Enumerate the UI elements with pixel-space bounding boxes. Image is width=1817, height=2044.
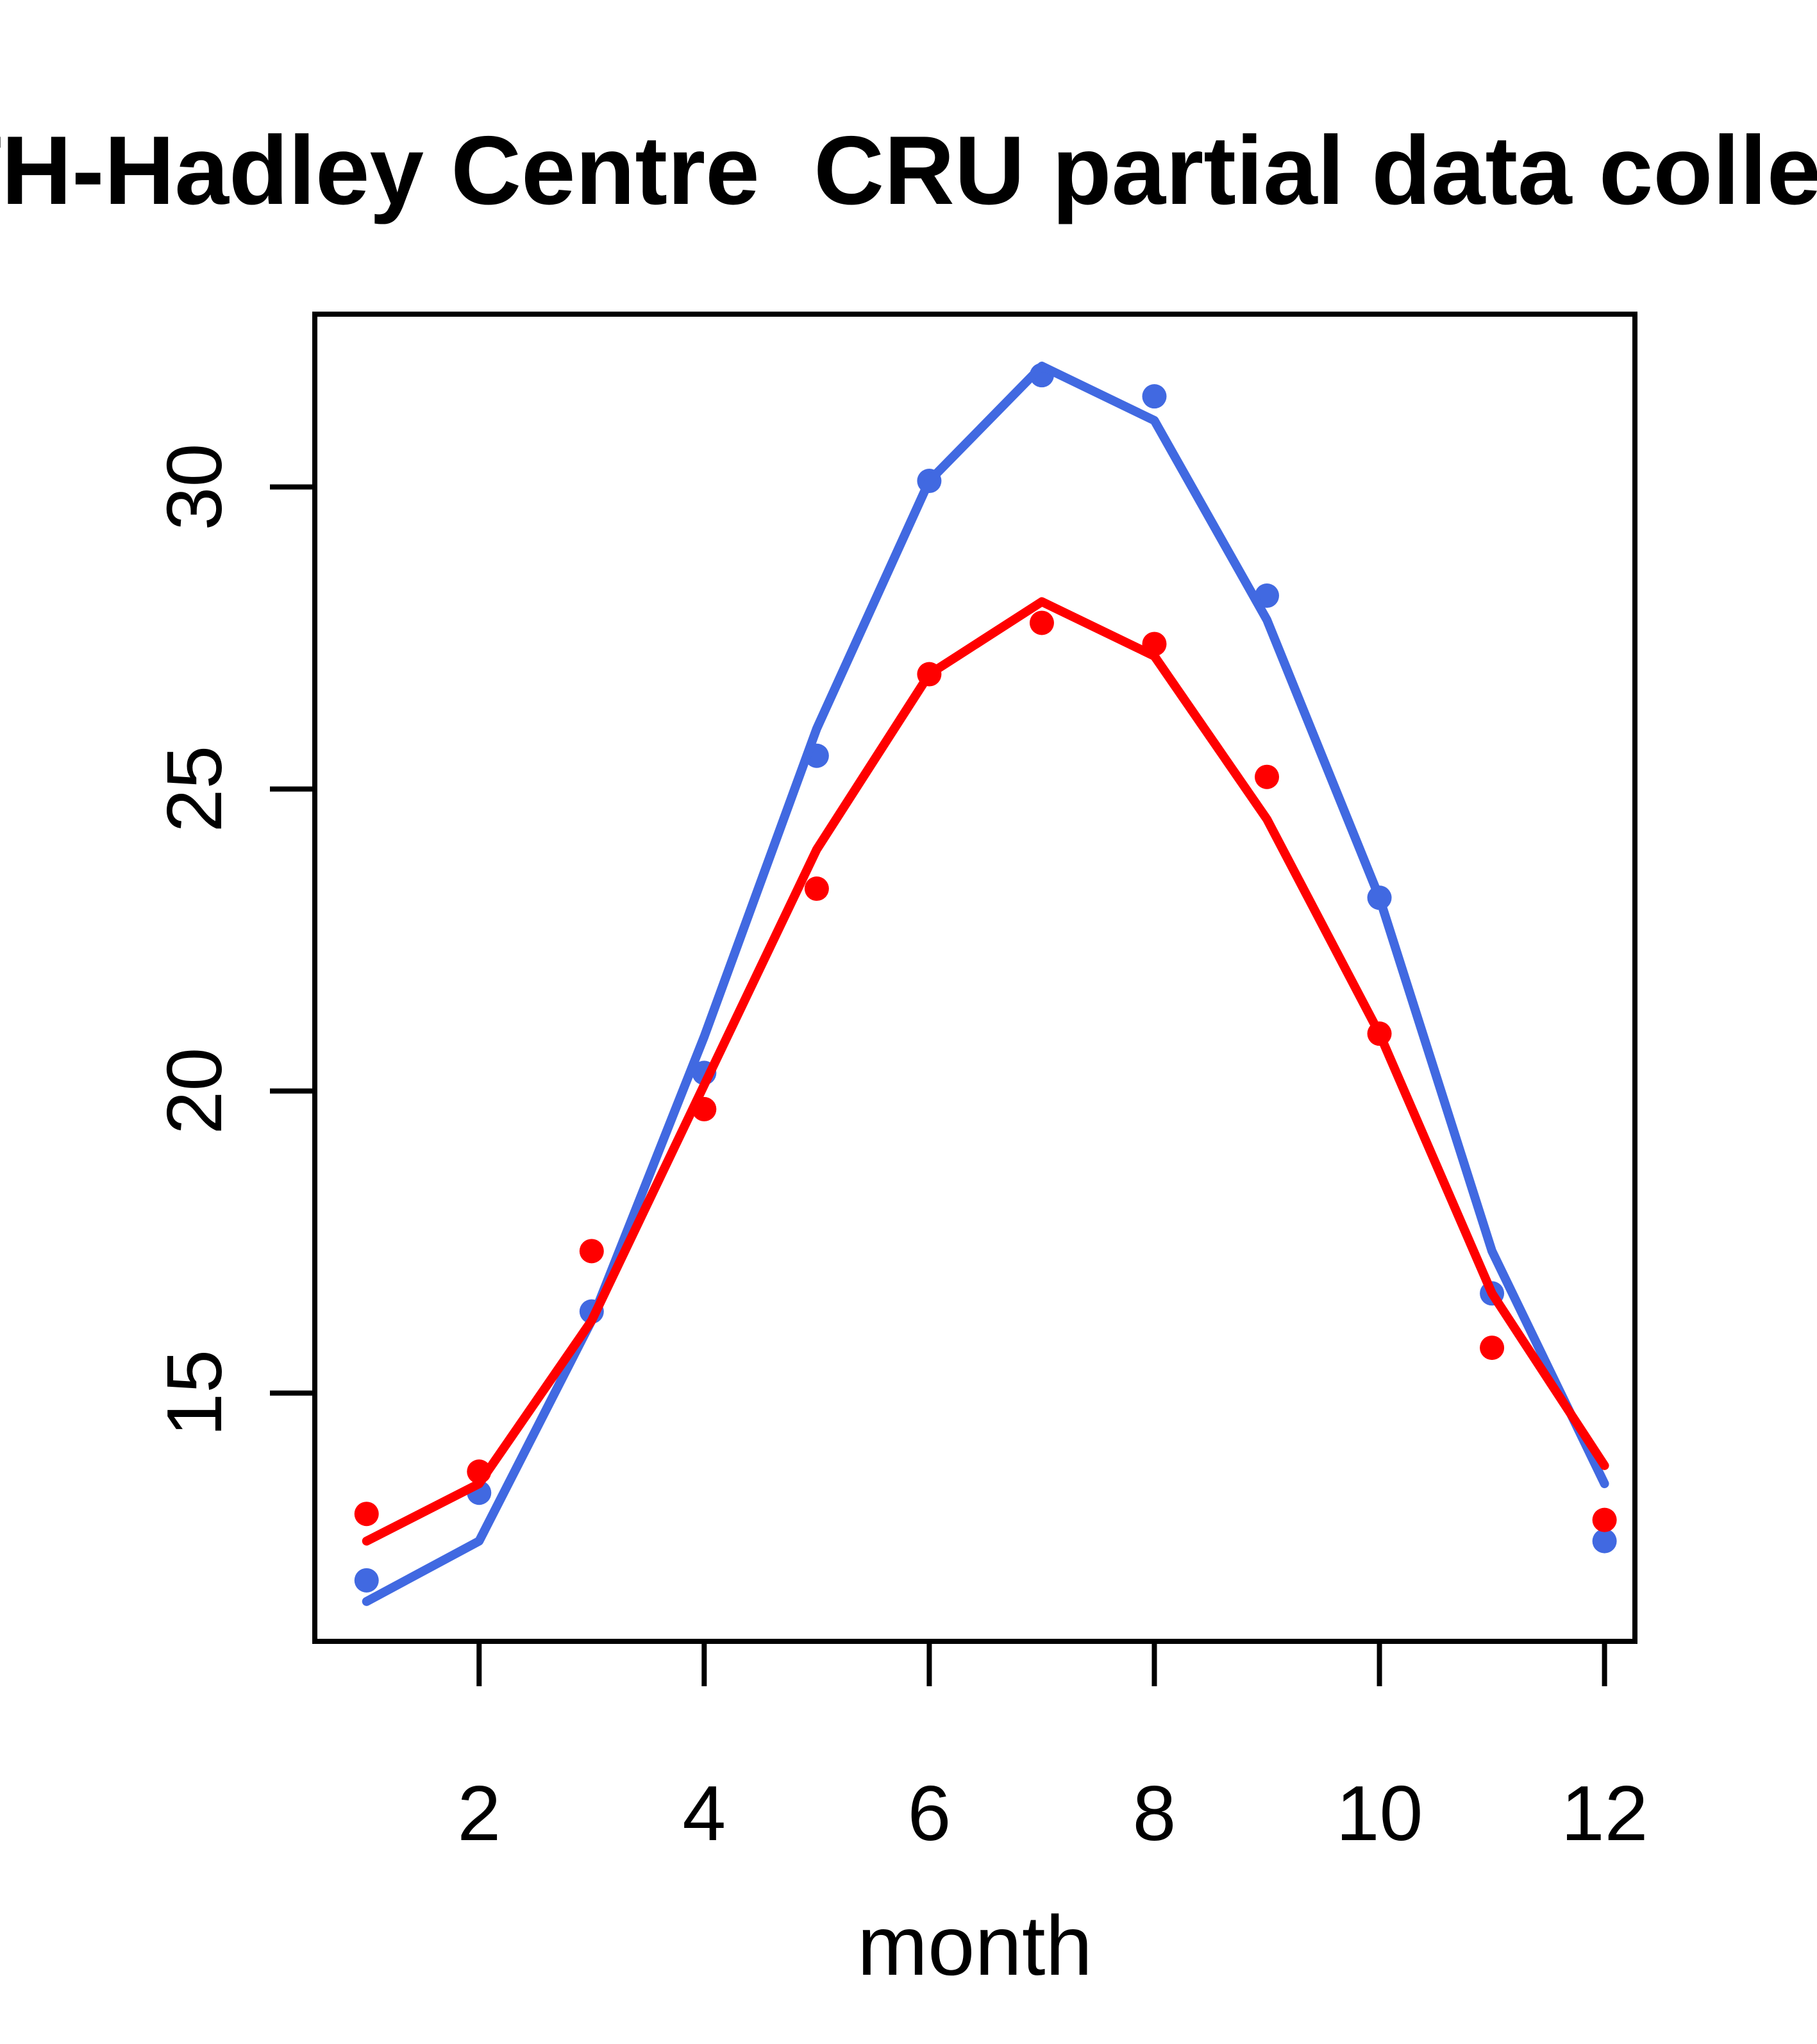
x-tick-label: 2 — [457, 1770, 501, 1857]
plot-box — [312, 312, 1637, 1644]
x-tick-label: 6 — [907, 1770, 951, 1857]
red-line — [362, 597, 1609, 1546]
y-tick-label: 20 — [151, 1048, 238, 1135]
x-tick-label: 4 — [682, 1770, 726, 1857]
red-points-marker — [579, 1239, 604, 1264]
red-points-marker — [1029, 610, 1054, 635]
y-tick-label: 25 — [151, 746, 238, 833]
chart-title: EARTH-Hadley Centre CRU partial data col… — [0, 116, 1817, 225]
x-tick-label: 10 — [1336, 1770, 1423, 1857]
x-tick-label: 12 — [1561, 1770, 1648, 1857]
y-tick-label: 15 — [151, 1350, 238, 1437]
red-points-marker — [1592, 1507, 1617, 1532]
red-points-marker — [804, 876, 829, 901]
x-tick-label: 8 — [1133, 1770, 1176, 1857]
blue-points-marker — [1142, 384, 1167, 409]
y-axis: 15 20 25 30 — [151, 444, 315, 1437]
red-points-marker — [354, 1502, 379, 1527]
blue-points-marker — [1592, 1529, 1617, 1554]
red-points-marker — [1480, 1336, 1505, 1361]
blue-points-marker — [354, 1568, 379, 1593]
blue-line — [362, 362, 1609, 1606]
red-points-marker — [1255, 764, 1280, 789]
y-tick-label: 30 — [151, 444, 238, 531]
x-axis: 2 4 6 8 10 12 — [457, 1641, 1648, 1857]
x-axis-title: month — [857, 1898, 1093, 1993]
